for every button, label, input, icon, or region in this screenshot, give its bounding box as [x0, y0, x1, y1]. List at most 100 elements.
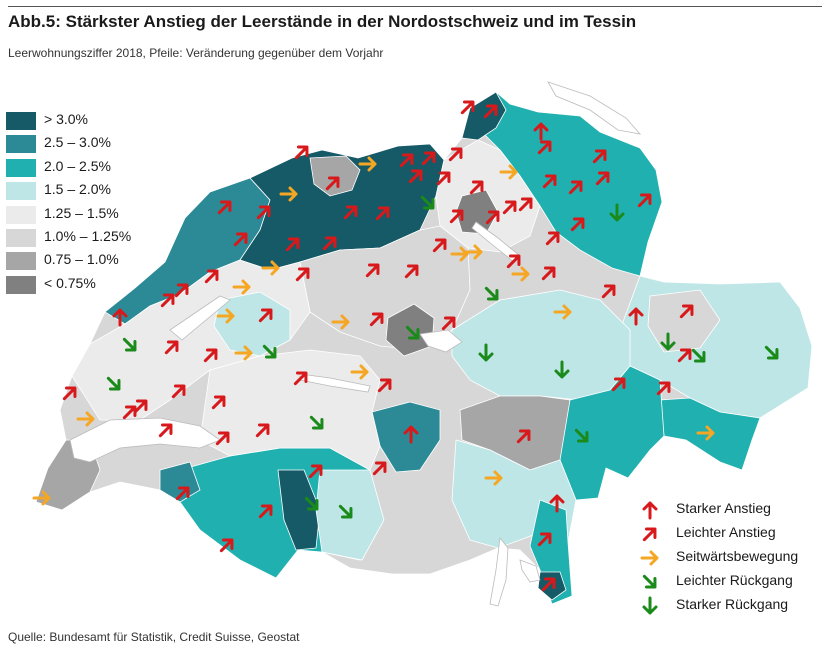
- down-arrow-icon: [642, 574, 657, 589]
- map-subtitle: Leerwohnungsziffer 2018, Pfeile: Verände…: [8, 46, 384, 60]
- up-arrow-icon: [256, 205, 271, 220]
- strong-down-arrow-icon: [609, 203, 625, 222]
- down-arrow-icon: [405, 325, 420, 340]
- up-arrow-icon: [485, 210, 500, 225]
- up-arrow-icon: [295, 267, 310, 282]
- flat-arrow-icon: [511, 266, 530, 282]
- up-arrow-icon: [568, 180, 583, 195]
- strong-down-arrow-icon: [642, 596, 658, 615]
- lake-constance: [547, 81, 642, 135]
- up-arrow-icon: [432, 238, 447, 253]
- legend-label: 1.5 – 2.0%: [44, 181, 111, 198]
- up-arrow-icon: [325, 176, 340, 191]
- lake-lugano: [519, 559, 541, 583]
- flat-arrow-icon: [484, 470, 503, 486]
- strong-up-arrow-icon: [642, 501, 658, 520]
- legend-swatch: [6, 275, 36, 294]
- down-arrow-icon: [484, 286, 499, 301]
- map-region-valais-center: [277, 469, 321, 551]
- up-arrow-icon: [542, 174, 557, 189]
- map-region-graubuenden-east: [647, 289, 721, 353]
- strong-down-arrow-icon: [642, 596, 658, 615]
- title-rule: [8, 6, 822, 7]
- source-note: Quelle: Bundesamt für Statistik, Credit …: [8, 630, 300, 644]
- up-arrow-icon: [294, 145, 309, 160]
- flat-arrow-icon: [216, 308, 235, 324]
- flat-arrow-icon: [640, 550, 659, 566]
- up-arrow-icon: [502, 200, 517, 215]
- map-region-basel: [309, 155, 361, 197]
- up-arrow-icon: [441, 316, 456, 331]
- strong-down-arrow-icon: [660, 332, 676, 351]
- up-arrow-icon: [158, 423, 173, 438]
- strong-up-arrow-icon: [549, 494, 565, 513]
- down-arrow-icon: [304, 496, 319, 511]
- up-arrow-icon: [372, 461, 387, 476]
- up-arrow-icon: [322, 236, 337, 251]
- flat-arrow-icon: [32, 490, 51, 506]
- up-arrow-icon: [637, 193, 652, 208]
- up-arrow-icon: [642, 527, 657, 542]
- up-arrow-icon: [541, 266, 556, 281]
- flat-arrow-icon: [261, 260, 280, 276]
- up-arrow-icon: [408, 169, 423, 184]
- down-arrow-icon: [642, 574, 657, 589]
- flat-arrow-icon: [350, 364, 369, 380]
- up-arrow-icon: [62, 386, 77, 401]
- up-arrow-icon: [656, 381, 671, 396]
- flat-arrow-icon: [358, 156, 377, 172]
- change-arrows: [32, 100, 779, 592]
- up-arrow-icon: [175, 486, 190, 501]
- up-arrow-icon: [164, 340, 179, 355]
- legend-label: < 0.75%: [44, 274, 96, 291]
- up-arrow-icon: [293, 371, 308, 386]
- legend-label: Starker Rückgang: [676, 596, 789, 612]
- legend-label: Leichter Rückgang: [676, 572, 793, 588]
- up-arrow-icon: [642, 527, 657, 542]
- up-arrow-icon: [375, 206, 390, 221]
- strong-up-arrow-icon: [112, 308, 128, 327]
- up-arrow-icon: [518, 197, 533, 212]
- flat-arrow-icon: [640, 550, 659, 566]
- down-arrow-icon: [338, 504, 353, 519]
- up-arrow-icon: [377, 378, 392, 393]
- legend-swatch: [6, 252, 36, 271]
- legend-label: Seitwärtsbewegung: [676, 548, 799, 564]
- flat-arrow-icon: [464, 244, 483, 260]
- up-arrow-icon: [174, 283, 189, 298]
- strong-down-arrow-icon: [478, 343, 494, 362]
- legend-swatch: [6, 158, 36, 177]
- legend-swatch: [6, 112, 36, 130]
- strong-down-arrow-icon: [554, 360, 570, 379]
- flat-arrow-icon: [450, 246, 469, 262]
- lake-lucerne: [419, 329, 463, 353]
- up-arrow-icon: [204, 269, 219, 284]
- legend-label: Leichter Anstieg: [676, 524, 776, 540]
- strong-up-arrow-icon: [533, 122, 549, 141]
- flat-arrow-icon: [279, 186, 298, 202]
- up-arrow-icon: [404, 264, 419, 279]
- up-arrow-icon: [343, 205, 358, 220]
- up-arrow-icon: [483, 104, 498, 119]
- up-arrow-icon: [541, 577, 556, 592]
- up-arrow-icon: [133, 399, 148, 414]
- up-arrow-icon: [217, 200, 232, 215]
- up-arrow-icon: [460, 100, 475, 115]
- down-arrow-icon: [691, 348, 706, 363]
- legend-swatch: [6, 182, 36, 201]
- down-arrow-icon: [574, 428, 589, 443]
- up-arrow-icon: [601, 284, 616, 299]
- legend-label: Starker Anstieg: [676, 500, 771, 516]
- up-arrow-icon: [255, 423, 270, 438]
- strong-up-arrow-icon: [403, 425, 419, 444]
- up-arrow-icon: [308, 464, 323, 479]
- up-arrow-icon: [611, 377, 626, 392]
- up-arrow-icon: [570, 217, 585, 232]
- up-arrow-icon: [211, 395, 226, 410]
- strong-up-arrow-icon: [642, 501, 658, 520]
- up-arrow-icon: [171, 384, 186, 399]
- legend-label: > 3.0%: [44, 111, 88, 127]
- up-arrow-icon: [369, 312, 384, 327]
- up-arrow-icon: [258, 308, 273, 323]
